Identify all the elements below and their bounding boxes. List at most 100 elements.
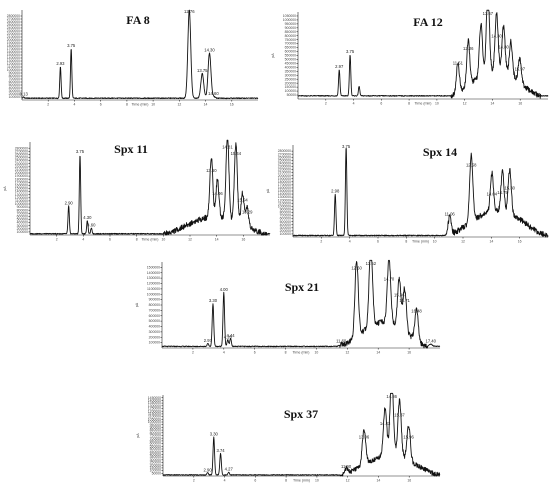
y-tick-label: 600000 — [9, 80, 20, 84]
y-tick-label: 100000 — [149, 341, 160, 345]
y-tick-label: 1350000 — [148, 401, 161, 405]
y-tick-label: 2500000 — [15, 156, 28, 160]
y-tick-label: 350000 — [150, 455, 161, 459]
x-tick-label: 4 — [353, 102, 355, 106]
peak-label: 12.58 — [466, 163, 477, 168]
y-tick-label: 500000 — [149, 319, 160, 323]
chromatogram-trace — [292, 147, 549, 238]
y-tick-label: 300000 — [17, 224, 28, 228]
x-tick-label: 16 — [407, 479, 411, 483]
y-tick-label: 900000 — [17, 205, 28, 209]
y-tick-label: 1300000 — [278, 195, 291, 199]
y-axis-label: pA — [3, 186, 7, 191]
peak-label: 2.90 — [204, 467, 213, 472]
y-tick-label: 1900000 — [278, 177, 291, 181]
peak-label: 14.06 — [212, 191, 223, 196]
y-tick-label: 1100000 — [7, 65, 20, 69]
y-tick-label: 2200000 — [7, 32, 20, 36]
peak-label: 13.67 — [483, 11, 494, 16]
y-tick-label: 400000 — [285, 65, 296, 69]
x-tick-label: 14 — [215, 238, 219, 242]
y-tick-label: 700000 — [9, 77, 20, 81]
x-tick-label: 2 — [56, 238, 58, 242]
y-tick-label: 250000 — [150, 461, 161, 465]
y-tick-label: 150000 — [150, 466, 161, 470]
peak-label: 14.81 — [222, 145, 233, 150]
y-tick-label: 650000 — [150, 439, 161, 443]
y-tick-label: 950000 — [150, 423, 161, 427]
x-tick-label: 6 — [254, 351, 256, 355]
y-tick-label: 550000 — [285, 54, 296, 58]
peak-label: 15.97 — [515, 67, 526, 72]
peak-label: 4.44 — [226, 333, 235, 338]
y-tick-label: 900000 — [9, 71, 20, 75]
peak-label: 11.60 — [336, 339, 347, 344]
peak-label: 4.27 — [225, 467, 234, 472]
x-tick-label: 10 — [315, 351, 319, 355]
y-tick-label: 450000 — [150, 450, 161, 454]
peak-label: 14.80 — [498, 44, 509, 49]
y-tick-label: 1400000 — [15, 190, 28, 194]
y-tick-label: 1900000 — [7, 41, 20, 45]
y-tick-label: 2100000 — [278, 171, 291, 175]
y-tick-label: 750000 — [285, 38, 296, 42]
y-tick-label: 300000 — [150, 458, 161, 462]
x-tick-label: 4 — [349, 240, 351, 244]
y-tick-label: 2700000 — [15, 149, 28, 153]
y-tick-label: 2400000 — [7, 26, 20, 30]
peak-label: 13.06 — [359, 434, 370, 439]
peak-label: 16.48 — [411, 309, 422, 314]
y-tick-label: 1100000 — [15, 199, 28, 203]
y-axis-label: pA — [136, 433, 140, 438]
y-tick-label: 1100000 — [148, 415, 161, 419]
y-tick-label: 1500000 — [278, 189, 291, 193]
y-tick-label: 2400000 — [278, 162, 291, 166]
y-tick-label: 800000 — [280, 211, 291, 215]
y-tick-label: 2200000 — [278, 168, 291, 172]
x-tick-label: 8 — [405, 240, 407, 244]
y-tick-label: 1050000 — [283, 14, 296, 18]
y-tick-label: 700000 — [150, 436, 161, 440]
peak-label: 14.70 — [384, 276, 395, 281]
y-tick-label: 1500000 — [7, 53, 20, 57]
y-tick-label: 1200000 — [147, 282, 160, 286]
peak-label: 14.79 — [497, 190, 508, 195]
y-tick-label: 2000000 — [278, 174, 291, 178]
y-tick-label: 200000 — [149, 335, 160, 339]
y-tick-label: 300000 — [280, 226, 291, 230]
y-tick-label: 2000000 — [15, 171, 28, 175]
x-tick-label: 8 — [285, 351, 287, 355]
x-tick-label: 16 — [518, 240, 522, 244]
y-tick-label: 700000 — [285, 42, 296, 46]
peak-label: 13.75 — [197, 68, 208, 73]
y-tick-label: 1100000 — [278, 201, 291, 205]
y-tick-label: 500000 — [285, 58, 296, 62]
y-tick-label: 400000 — [17, 221, 28, 225]
y-tick-label: 200000 — [280, 229, 291, 233]
x-tick-label: 12 — [463, 102, 467, 106]
x-axis-label: Time (min) — [141, 238, 158, 242]
peak-label: 2.97 — [204, 338, 213, 343]
peak-label: 11.06 — [445, 212, 456, 217]
x-tick-label: 4 — [82, 238, 84, 242]
y-tick-label: 2300000 — [15, 162, 28, 166]
x-tick-label: 8 — [126, 103, 128, 107]
x-axis-label: Time (min) — [293, 479, 310, 483]
y-tick-label: 1700000 — [15, 180, 28, 184]
y-tick-label: 1400000 — [148, 399, 161, 403]
y-tick-label: 100000 — [17, 230, 28, 234]
y-tick-label: 800000 — [149, 303, 160, 307]
peak-label: 14.86 — [386, 394, 397, 399]
peak-label: 14.60 — [208, 91, 219, 96]
y-tick-label: 300000 — [149, 330, 160, 334]
x-axis-label: Time (min) — [412, 240, 429, 244]
y-tick-label: 2800000 — [7, 14, 20, 18]
peak-label: 14.04 — [487, 192, 498, 197]
peak-label: 13.60 — [206, 168, 217, 173]
y-tick-label: 100000 — [9, 95, 20, 99]
y-tick-label: 2800000 — [15, 146, 28, 150]
y-tick-label: 700000 — [149, 308, 160, 312]
y-tick-label: 200000 — [285, 81, 296, 85]
x-tick-label: 14 — [377, 479, 381, 483]
